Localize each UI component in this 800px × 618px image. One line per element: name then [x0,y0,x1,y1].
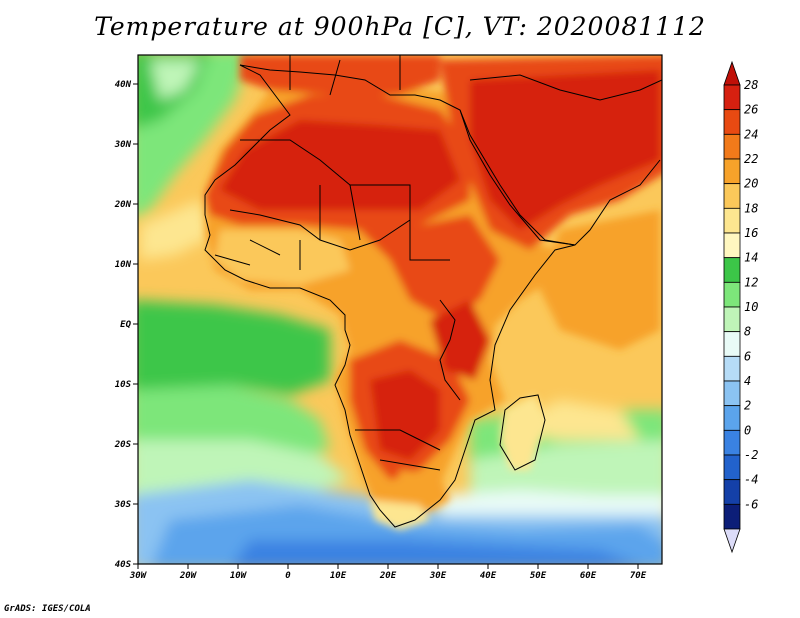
coastlines [204,55,662,528]
latitude-labels: 40N 30N 20N 10N EQ 10S 20S 30S 40S [114,80,132,570]
colorbar-cell [723,109,741,135]
lon-label: 20W [179,571,198,581]
colorbar-cell [723,158,741,185]
colorbar-label: -4 [744,473,758,487]
colorbar-cell [723,479,741,505]
colorbar-label: -2 [744,448,758,462]
lon-label: 10E [330,571,347,581]
colorbar-top-arrow [723,60,741,86]
lon-label: 60E [580,571,597,581]
colorbar-label: 22 [744,152,758,166]
lon-label: 10W [230,571,248,581]
lat-label: 40N [115,80,132,90]
colorbar-cell [723,281,741,308]
longitude-labels: 30W 20W 10W 0 10E 20E 30E 40E 50E 60E 70… [129,571,647,581]
colorbar-cell [723,207,741,234]
map-title: Temperature at 900hPa [C], VT: 202008111… [94,12,706,41]
colorbar-cell [723,429,741,456]
colorbar-cell [723,454,741,481]
lon-label: 40E [480,571,497,581]
lat-label: 40S [115,560,132,570]
colorbar-label: 6 [744,349,751,363]
lat-label: EQ [120,320,131,330]
colorbar-cell [723,183,741,209]
lat-label: 30N [114,140,132,150]
lat-label: 20N [114,200,132,210]
lon-label: 30W [129,571,148,581]
colorbar-label: -6 [744,497,758,511]
colorbar-label: 12 [744,275,758,289]
colorbar-cell [723,331,741,357]
colorbar-label: 26 [744,103,758,117]
colorbar-label: 20 [744,177,758,191]
colorbar-cell [723,133,741,160]
colorbar-label: 0 [744,423,751,437]
lat-label: 10S [115,380,132,390]
lat-label: 30S [114,500,132,510]
colorbar-cell [723,355,741,382]
colorbar-label: 10 [744,300,758,314]
colorbar-bottom-arrow [723,528,741,554]
colorbar-cell [723,232,741,259]
lon-label: 30E [429,571,447,581]
lon-label: 0 [285,571,291,581]
colorbar-cell [723,380,741,407]
colorbar-cell [723,306,741,333]
colorbar-label: 4 [744,374,751,388]
colorbar-cell [723,405,741,431]
colorbar-cell [723,257,741,283]
colorbar-label: 18 [744,201,758,215]
colorbar-label: 24 [744,127,758,141]
colorbar-label: 28 [744,78,758,92]
lon-label: 70E [630,571,647,581]
colorbar-label: 8 [744,325,751,339]
colorbar-cell [723,503,741,530]
lon-label: 50E [530,571,547,581]
colorbar-label: 14 [744,251,758,265]
credit-label: GrADS: IGES/COLA [4,604,91,614]
lon-label: 20E [379,571,397,581]
lat-label: 20S [114,440,132,450]
temperature-field [138,55,662,564]
map-frame [137,54,663,565]
colorbar-label: 16 [744,226,758,240]
colorbar-label: 2 [744,399,751,413]
lat-label: 10N [115,260,132,270]
colorbar-cell [723,84,741,111]
